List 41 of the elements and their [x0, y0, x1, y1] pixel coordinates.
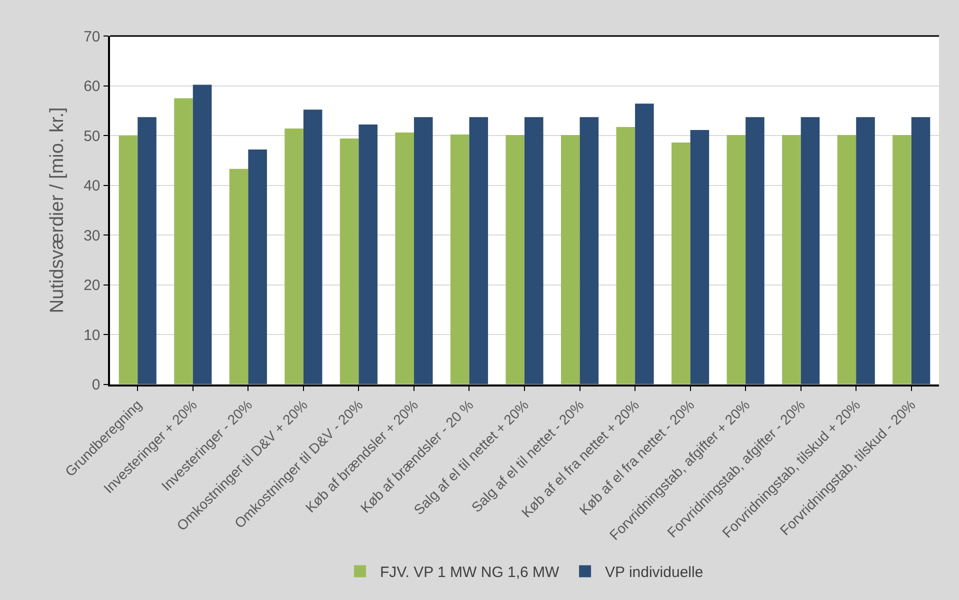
bar [284, 128, 304, 384]
bar [358, 124, 378, 384]
bar [469, 117, 488, 384]
y-tick-label: 70 [84, 28, 100, 46]
bar [414, 117, 433, 384]
bar [580, 117, 599, 384]
bar [506, 135, 524, 384]
bar [616, 127, 636, 384]
bar [248, 149, 267, 384]
bar [395, 132, 414, 384]
bar [303, 110, 322, 384]
y-tick-label: 60 [84, 78, 100, 96]
bar [138, 117, 156, 384]
y-tick-label: 50 [84, 128, 100, 145]
bar [672, 142, 690, 384]
y-axis-title: Nutidsværdier / [mio. kr.] [46, 107, 68, 314]
bar [782, 135, 801, 384]
y-tick-label: 10 [84, 326, 100, 344]
bar [837, 135, 856, 384]
legend-label: FJV. VP 1 MW NG 1,6 MW [380, 564, 560, 582]
bar [635, 104, 654, 384]
bar [174, 98, 193, 384]
bar [800, 117, 820, 384]
bar [726, 135, 746, 384]
y-tick-label: 40 [84, 178, 100, 195]
bar [524, 117, 544, 384]
bar [118, 136, 138, 384]
bar [229, 168, 248, 384]
bar [450, 134, 470, 384]
bar [892, 135, 912, 384]
y-tick-label: 20 [84, 277, 100, 294]
bar [690, 130, 710, 384]
bar [340, 138, 359, 384]
bar [856, 117, 875, 384]
legend-label: VP individuelle [605, 564, 704, 582]
bar [746, 117, 764, 384]
bar [192, 84, 212, 384]
bar [560, 135, 580, 384]
y-tick-label: 0 [92, 376, 100, 394]
bar [911, 117, 930, 384]
y-tick-label: 30 [84, 227, 100, 244]
